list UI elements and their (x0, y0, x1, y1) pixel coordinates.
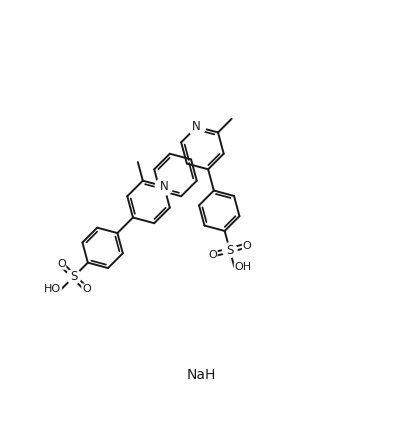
Text: N: N (192, 120, 201, 133)
Text: S: S (226, 243, 233, 257)
Text: N: N (160, 180, 168, 193)
Text: NaH: NaH (187, 368, 216, 382)
Circle shape (222, 243, 237, 257)
Text: O: O (82, 284, 91, 294)
Text: O: O (57, 259, 66, 269)
Circle shape (155, 178, 173, 195)
Text: OH: OH (235, 262, 251, 272)
Circle shape (188, 118, 206, 135)
Text: O: O (243, 241, 251, 251)
Text: HO: HO (44, 284, 61, 294)
Text: S: S (70, 270, 77, 283)
Circle shape (66, 270, 81, 284)
Text: O: O (208, 250, 217, 260)
